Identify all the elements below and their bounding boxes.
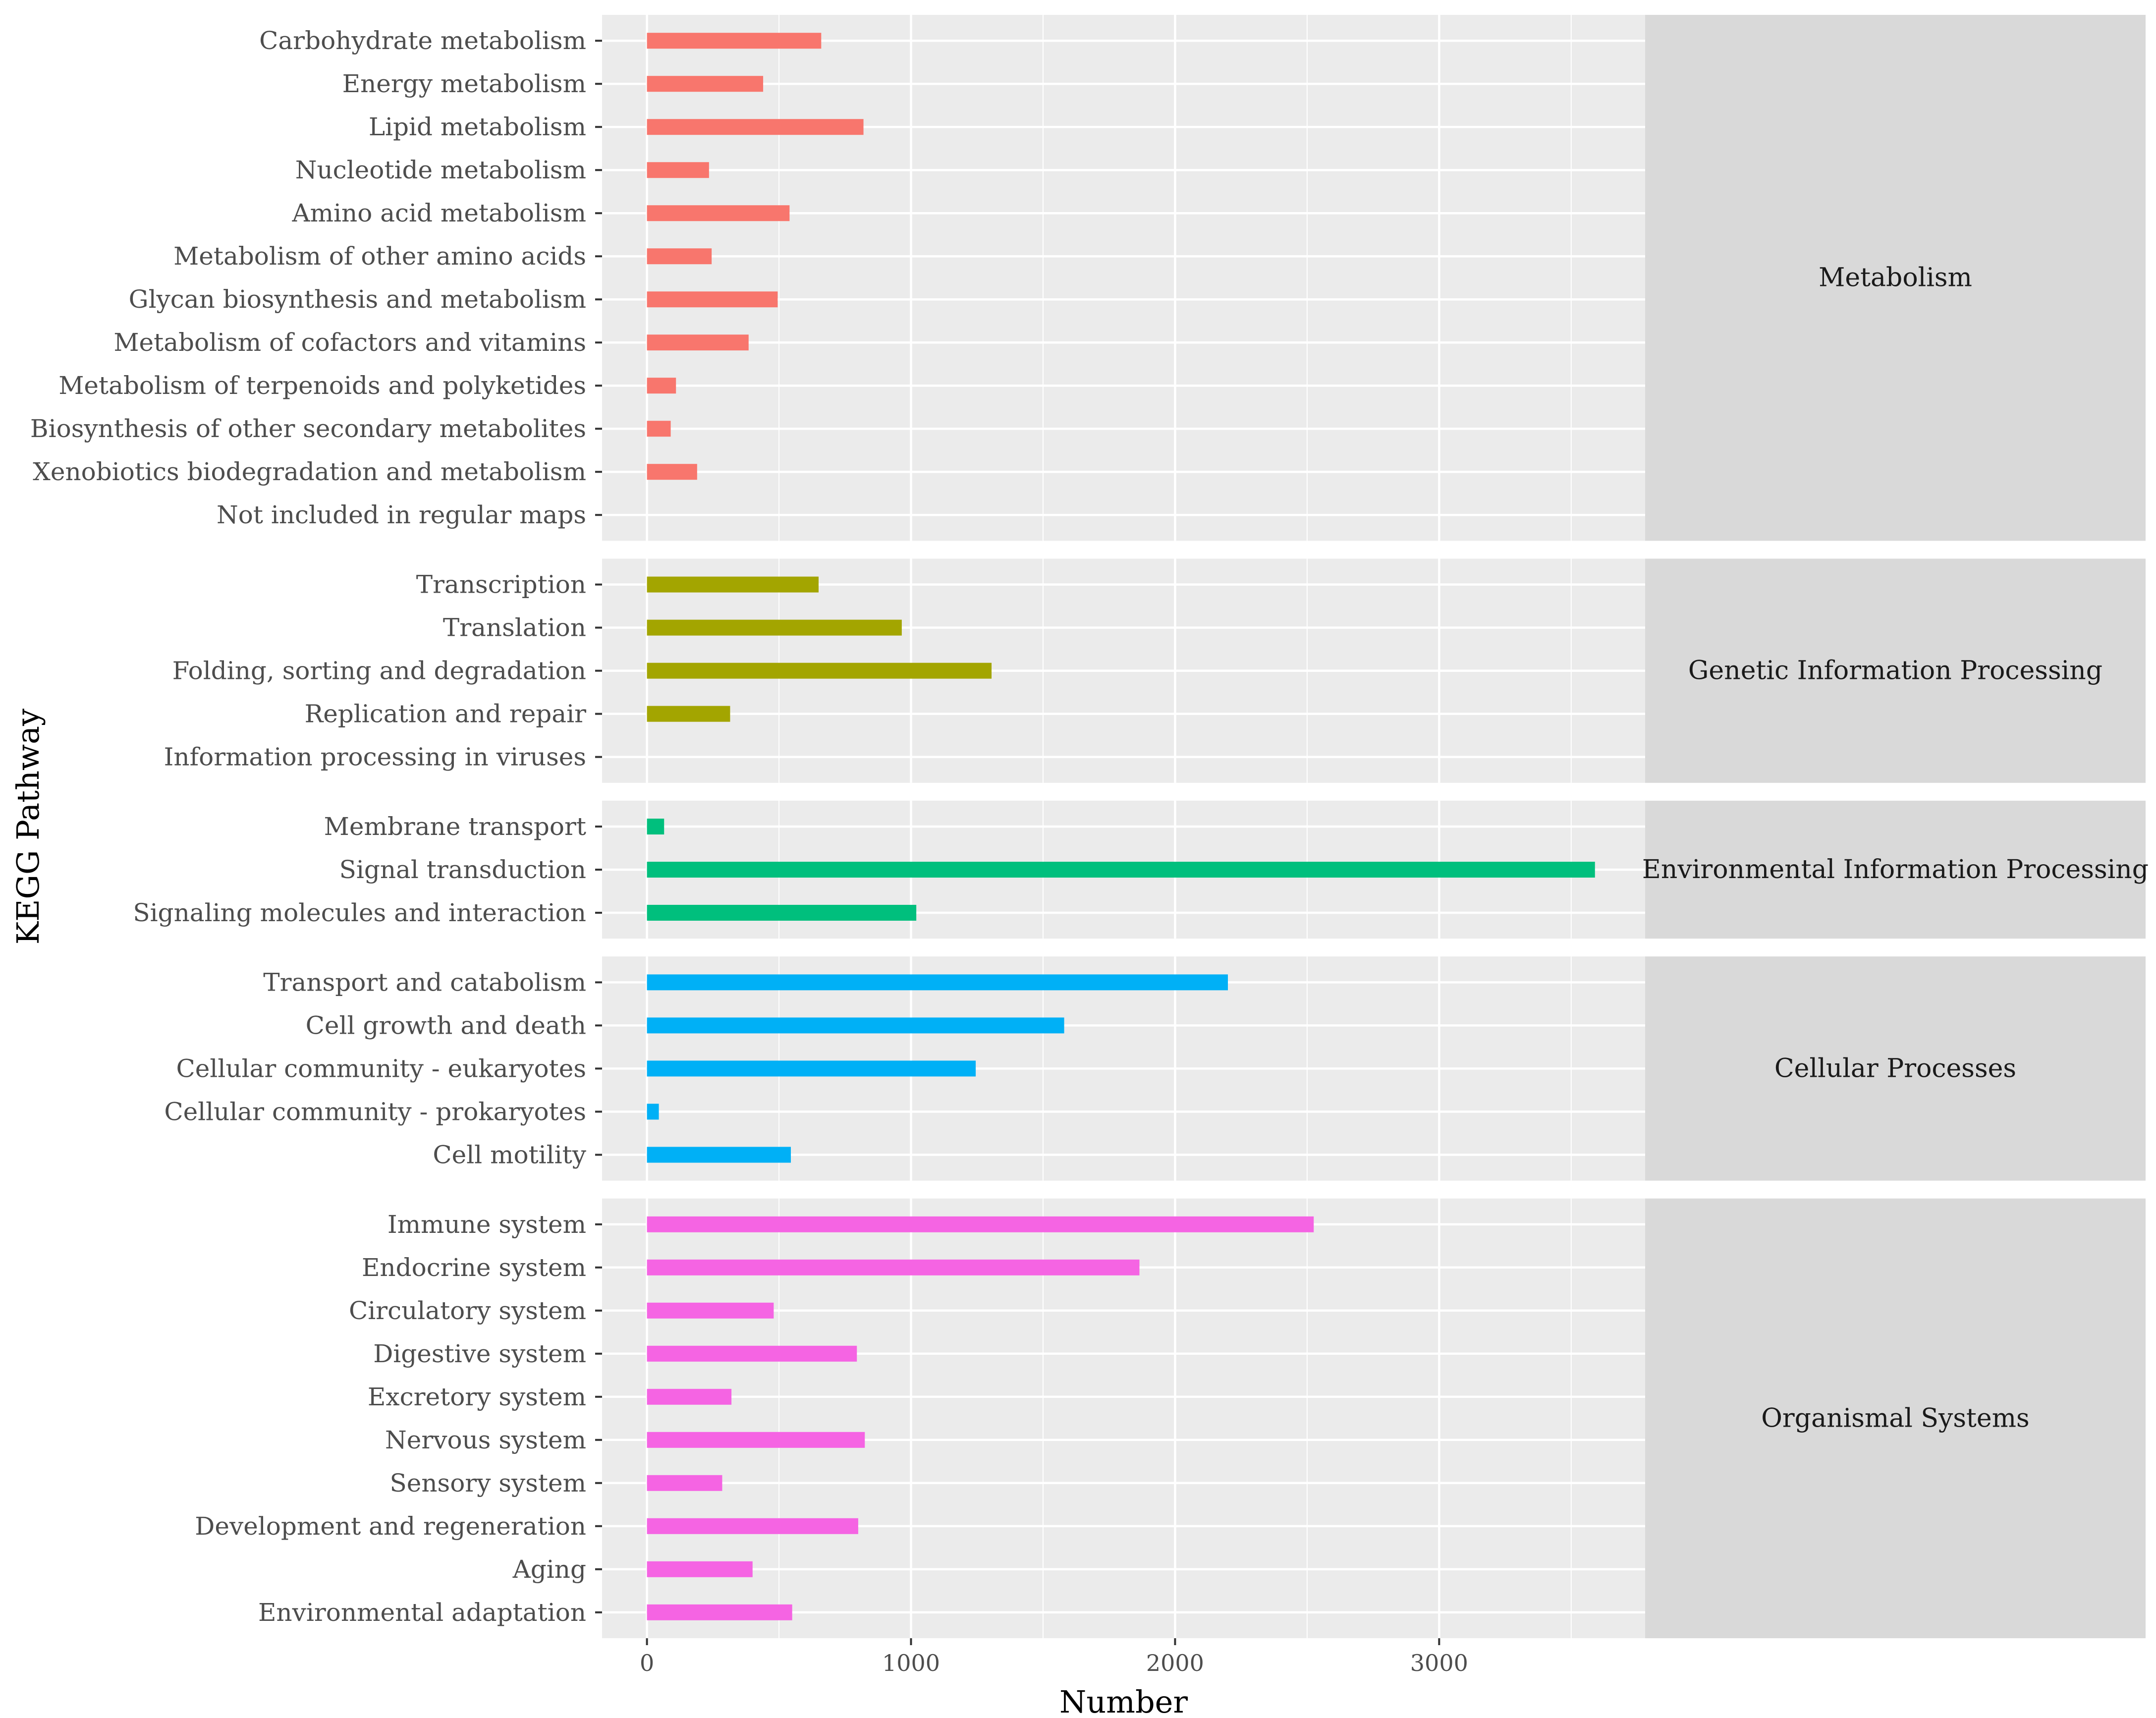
- y-tick-label: Transport and catabolism: [263, 968, 586, 997]
- y-tick-label: Glycan biosynthesis and metabolism: [129, 285, 586, 314]
- bar: [647, 1259, 1140, 1275]
- y-tick-label: Membrane transport: [324, 812, 586, 841]
- panel-background: [602, 15, 1645, 541]
- bar: [647, 464, 697, 480]
- y-tick-label: Aging: [512, 1555, 586, 1584]
- y-tick-label: Metabolism of cofactors and vitamins: [113, 328, 586, 357]
- facet-panel: Transcription Translation Folding, sorting…: [164, 558, 2146, 783]
- facet-strip-label: Environmental Information Processing: [1642, 855, 2149, 885]
- y-tick-label: Information processing in viruses: [164, 743, 586, 772]
- facet-strip: [1645, 956, 2146, 1181]
- y-tick-label: Signaling molecules and interaction: [133, 898, 586, 927]
- y-tick-label: Circulatory system: [349, 1296, 586, 1325]
- y-tick-label: Transcription: [416, 570, 586, 599]
- y-tick-label: Amino acid metabolism: [292, 199, 586, 227]
- y-tick-label: Endocrine system: [362, 1253, 586, 1282]
- y-tick-label: Digestive system: [373, 1339, 586, 1368]
- y-tick-label: Development and regeneration: [195, 1512, 586, 1541]
- y-tick-label: Xenobiotics biodegradation and metabolis…: [33, 457, 586, 486]
- bar: [647, 1388, 732, 1405]
- y-tick-label: Cellular community - prokaryotes: [164, 1097, 586, 1126]
- bar: [647, 619, 902, 636]
- facet-strip: [1645, 558, 2146, 783]
- facet-panel: Transport and catabolism Cell growth and …: [164, 956, 2146, 1181]
- x-tick-label: 1000: [882, 1650, 940, 1676]
- y-tick-label: Immune system: [387, 1210, 586, 1239]
- bar: [647, 974, 1228, 991]
- bar: [647, 162, 709, 178]
- y-tick-label: Metabolism of terpenoids and polyketides: [58, 371, 586, 400]
- bar: [647, 862, 1595, 878]
- facet-panels: Carbohydrate metabolism Energy metabolism…: [30, 15, 2149, 1638]
- facet-strip: [1645, 800, 2146, 939]
- facet-panel: Membrane transport Signal transduction Sig…: [133, 800, 2149, 939]
- bar: [647, 1345, 857, 1362]
- y-tick-label: Nervous system: [385, 1426, 586, 1454]
- y-tick-label: Excretory system: [368, 1383, 586, 1411]
- y-tick-label: Biosynthesis of other secondary metaboli…: [30, 414, 586, 443]
- bar: [647, 1475, 722, 1491]
- bar: [647, 1604, 792, 1620]
- bar: [647, 291, 778, 308]
- bar: [647, 905, 917, 921]
- facet-panel: Carbohydrate metabolism Energy metabolism…: [30, 15, 2146, 541]
- bar: [647, 76, 764, 92]
- y-tick-label: Metabolism of other amino acids: [173, 242, 586, 271]
- facet-strip-label: Genetic Information Processing: [1688, 656, 2102, 686]
- bar: [647, 819, 664, 834]
- bar: [647, 663, 992, 679]
- facet-strip: [1645, 15, 2146, 541]
- y-tick-label: Not included in regular maps: [217, 500, 586, 529]
- facet-strip: [1645, 1198, 2146, 1638]
- bar: [647, 1432, 865, 1448]
- y-tick-label: Lipid metabolism: [369, 112, 586, 141]
- bar: [647, 1104, 659, 1120]
- bar: [647, 421, 671, 437]
- y-tick-label: Replication and repair: [305, 700, 587, 728]
- y-tick-label: Signal transduction: [339, 855, 586, 884]
- bar: [647, 1147, 791, 1163]
- y-tick-label: Carbohydrate metabolism: [259, 26, 586, 55]
- y-tick-label: Energy metabolism: [342, 69, 586, 98]
- y-axis-title: KEGG Pathway: [10, 709, 46, 944]
- y-tick-label: Cell growth and death: [306, 1011, 586, 1040]
- bar: [647, 1216, 1314, 1232]
- y-tick-label: Sensory system: [389, 1469, 586, 1497]
- x-tick-label: 2000: [1146, 1650, 1204, 1676]
- facet-strip-label: Cellular Processes: [1774, 1053, 2016, 1083]
- bar: [647, 33, 822, 49]
- bar: [647, 576, 819, 593]
- facet-strip-label: Metabolism: [1819, 263, 1972, 293]
- y-tick-label: Translation: [443, 613, 586, 642]
- bar: [647, 1060, 976, 1077]
- facet-panel: Immune system Endocrine system Circulatory…: [195, 1198, 2146, 1638]
- y-tick-label: Folding, sorting and degradation: [172, 657, 586, 685]
- bar: [647, 1518, 858, 1534]
- y-tick-label: Nucleotide metabolism: [295, 156, 586, 184]
- bar: [647, 119, 864, 135]
- y-tick-label: Cellular community - eukaryotes: [176, 1054, 586, 1083]
- x-axis: 0 1000 2000 3000: [640, 1638, 1468, 1676]
- x-axis-title: Number: [1059, 1684, 1188, 1718]
- bar: [647, 1017, 1064, 1034]
- y-tick-label: Environmental adaptation: [258, 1598, 586, 1627]
- bar: [647, 334, 749, 351]
- facet-strip-label: Organismal Systems: [1761, 1403, 2029, 1433]
- bar: [647, 205, 790, 222]
- bar: [647, 1302, 774, 1319]
- bar: [647, 378, 676, 394]
- y-tick-label: Cell motility: [433, 1140, 586, 1169]
- x-tick-label: 0: [640, 1650, 654, 1676]
- bar: [647, 706, 730, 722]
- x-tick-label: 3000: [1410, 1650, 1468, 1676]
- bar: [647, 1561, 753, 1577]
- bar: [647, 248, 712, 265]
